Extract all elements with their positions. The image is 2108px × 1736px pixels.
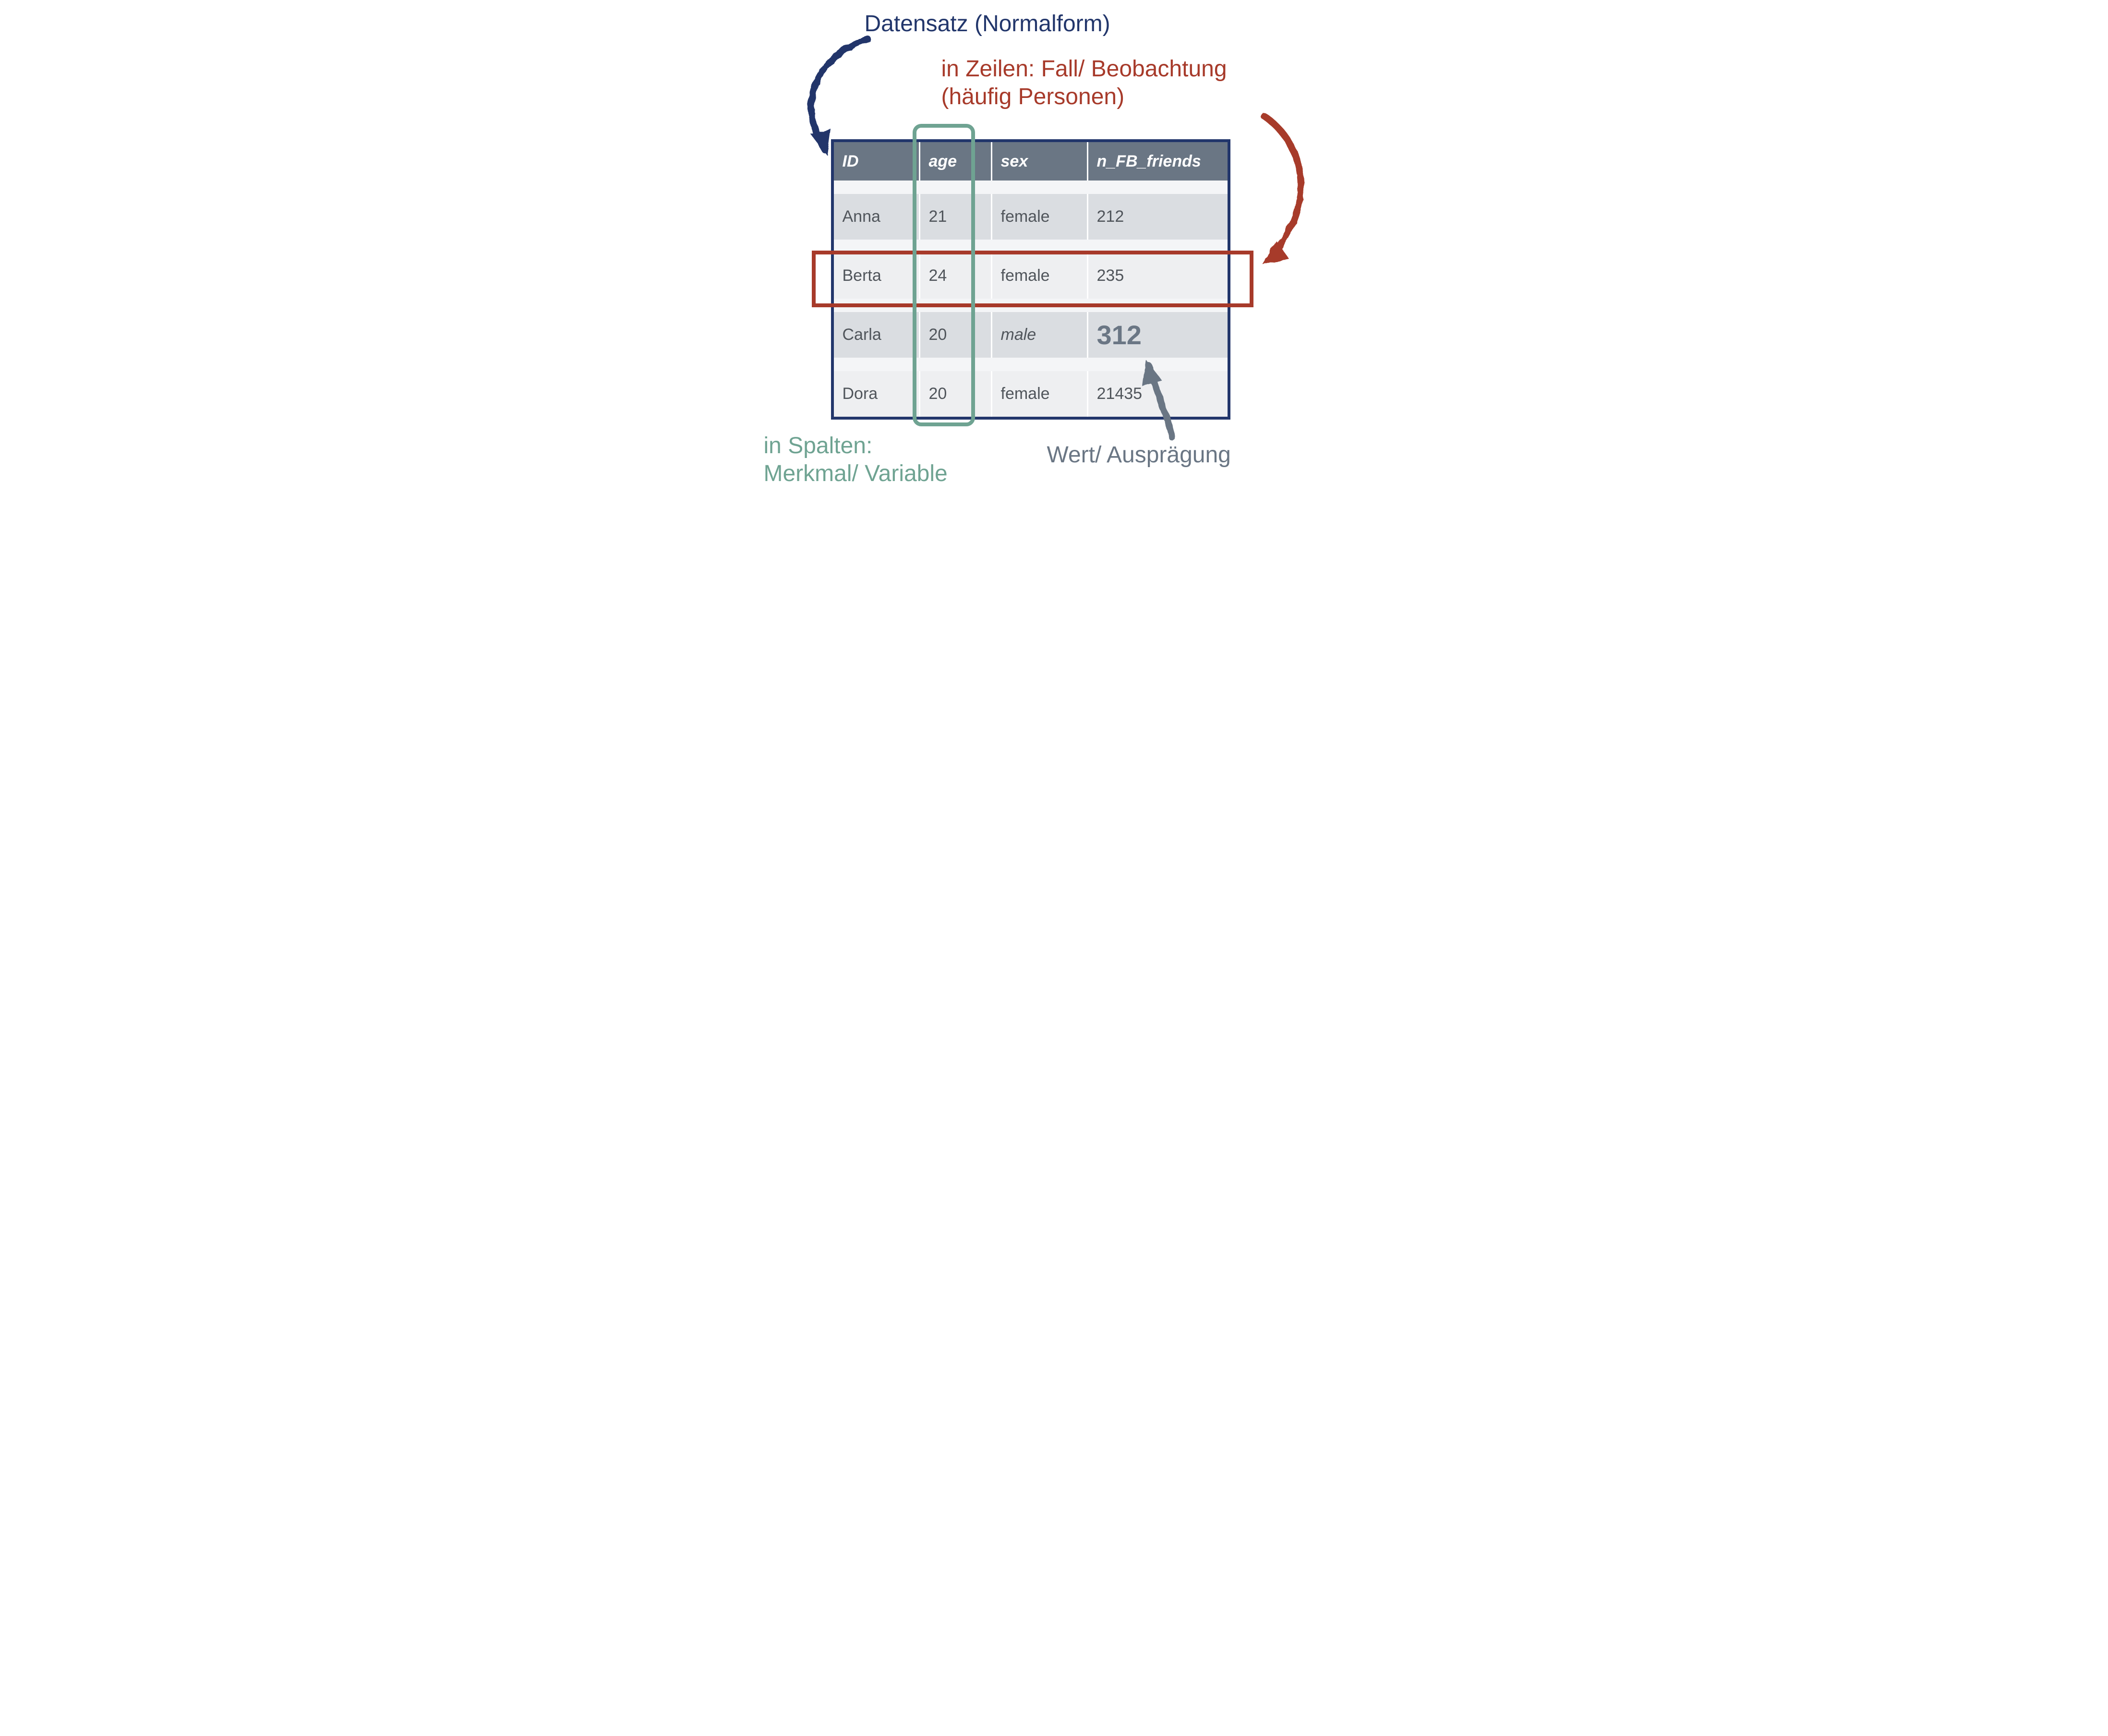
arrow-value — [754, 0, 1354, 494]
